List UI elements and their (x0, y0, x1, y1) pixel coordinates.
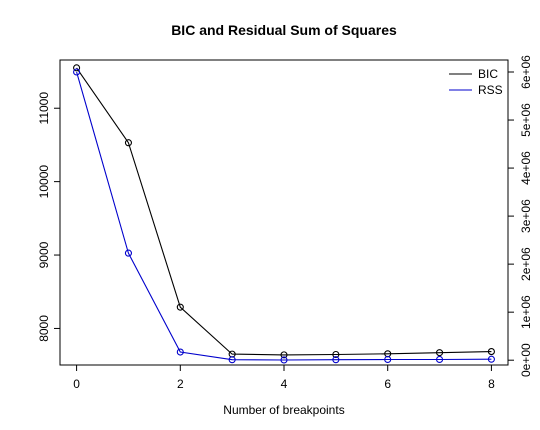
data-point-rss (384, 355, 392, 364)
x-tick-label: 2 (177, 377, 184, 391)
y-left-tick-label: 8000 (37, 315, 51, 342)
legend-label: RSS (478, 83, 503, 97)
y-right-tick-label: 0e+00 (519, 343, 533, 377)
x-tick-label: 6 (384, 377, 391, 391)
data-point-rss (436, 355, 444, 364)
data-point-rss (176, 348, 184, 356)
data-point-bic (487, 348, 495, 356)
series-line-bic (76, 67, 492, 356)
data-point-bic (436, 349, 444, 357)
data-point-rss (487, 355, 495, 363)
y-right-tick-label: 2e+06 (519, 247, 533, 281)
x-axis: 0 2 4 6 8 (73, 364, 495, 391)
data-point-rss (228, 356, 236, 364)
chart-title: BIC and Residual Sum of Squares (171, 22, 397, 38)
x-tick-label: 4 (281, 377, 288, 391)
data-point-bic (332, 350, 340, 359)
data-point-rss (280, 356, 288, 364)
y-right-tick-label: 1e+06 (519, 295, 533, 329)
y-axis-right: 0e+00 1e+06 2e+06 3e+06 4e+06 5e+06 6e+06 (507, 55, 533, 377)
y-right-tick-label: 3e+06 (519, 199, 533, 233)
y-left-tick-label: 10000 (37, 165, 51, 199)
x-tick-label: 0 (73, 377, 80, 391)
x-axis-label: Number of breakpoints (223, 403, 344, 417)
y-left-tick-label: 11000 (37, 92, 51, 125)
y-axis-left: 8000 9000 10000 11000 (37, 92, 61, 342)
data-point-rss (124, 249, 132, 257)
y-right-tick-label: 4e+06 (519, 151, 533, 185)
legend: BIC RSS (449, 67, 503, 97)
y-left-tick-label: 9000 (37, 241, 51, 268)
data-point-bic (280, 351, 288, 359)
data-point-bic (176, 303, 184, 311)
legend-label: BIC (478, 67, 498, 81)
data-point-bic (124, 139, 132, 147)
series-line-rss (76, 71, 492, 361)
data-point-bic (73, 64, 81, 72)
series-layer (73, 64, 495, 364)
y-right-tick-label: 5e+06 (519, 103, 533, 137)
data-point-rss (332, 356, 340, 364)
y-right-tick-label: 6e+06 (519, 55, 533, 89)
plot-box (59, 59, 509, 366)
data-point-rss (73, 68, 81, 76)
x-tick-label: 8 (488, 377, 495, 391)
